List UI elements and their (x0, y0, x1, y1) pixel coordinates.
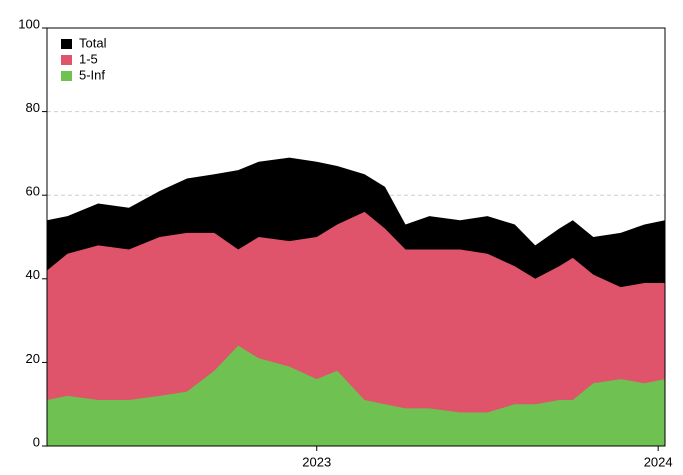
legend-label: 5-Inf (79, 67, 105, 82)
legend-label: 1-5 (79, 51, 98, 66)
legend-swatch (61, 39, 72, 49)
y-tick-label: 80 (26, 100, 40, 115)
plot-border (46, 27, 666, 447)
y-tick-label: 40 (26, 267, 40, 282)
y-tick-label: 100 (18, 16, 40, 31)
area (47, 345, 665, 446)
y-tick-label: 20 (26, 351, 40, 366)
x-tick-label: 2024 (644, 454, 673, 469)
y-tick-label: 60 (26, 184, 40, 199)
legend-swatch (61, 71, 72, 81)
legend-label: Total (79, 35, 107, 50)
y-tick-label: 0 (33, 434, 40, 449)
x-tick-label: 2023 (302, 454, 331, 469)
legend-swatch (61, 55, 72, 65)
